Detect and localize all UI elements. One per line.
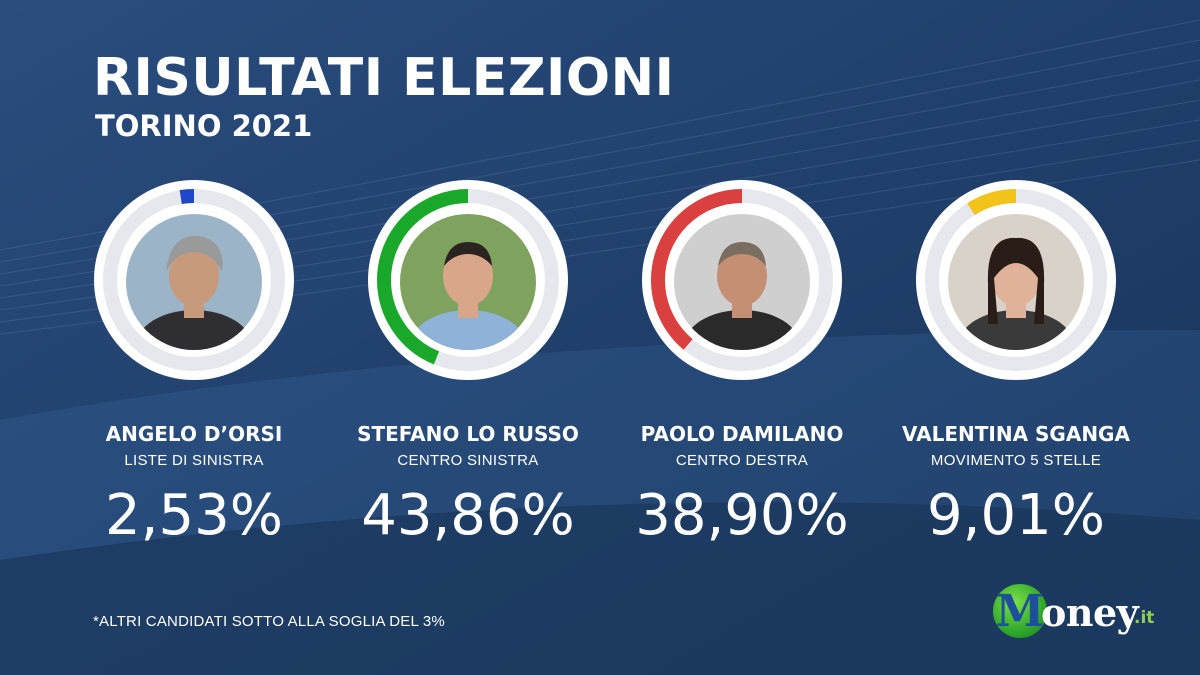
candidate-name: ANGELO D’ORSI (105, 422, 283, 446)
candidate-photo (400, 214, 536, 350)
candidate-party: CENTRO DESTRA (675, 452, 809, 469)
logo-initial: M (995, 586, 1045, 637)
candidate-party: LISTE DI SINISTRA (124, 452, 264, 469)
vote-share-arc (925, 189, 1107, 371)
vote-share-arc (651, 189, 833, 371)
candidate-percentage: 9,01% (927, 483, 1105, 548)
vote-share-arc (103, 189, 285, 371)
candidate-avatar (674, 214, 810, 350)
logo-tld: .it (1134, 608, 1155, 628)
candidate-percentage: 2,53% (105, 483, 283, 548)
candidate-percentage: 43,86% (361, 483, 575, 548)
candidate-name: PAOLO DAMILANO (640, 422, 844, 446)
candidate-card: VALENTINA SGANGA MOVIMENTO 5 STELLE 9,01% (891, 180, 1141, 550)
page-subtitle: TORINO 2021 (95, 109, 313, 143)
money-logo: M oney .it (993, 584, 1168, 642)
candidate-name: STEFANO LO RUSSO (357, 422, 579, 446)
candidate-photo (948, 214, 1084, 350)
candidate-avatar (400, 214, 536, 350)
footnote: *ALTRI CANDIDATI SOTTO ALLA SOGLIA DEL 3… (93, 613, 445, 630)
logo-badge: M (993, 584, 1047, 638)
candidate-photo (674, 214, 810, 350)
candidate-name: VALENTINA SGANGA (902, 422, 1130, 446)
candidate-card: STEFANO LO RUSSO CENTRO SINISTRA 43,86% (343, 180, 593, 550)
logo-word: oney (1041, 590, 1139, 635)
candidate-photo (126, 214, 262, 350)
candidate-party: CENTRO SINISTRA (397, 452, 539, 469)
candidate-percentage: 38,90% (635, 483, 849, 548)
candidate-party: MOVIMENTO 5 STELLE (930, 452, 1102, 469)
candidate-avatar (948, 214, 1084, 350)
vote-share-arc (377, 189, 559, 371)
candidate-avatar (126, 214, 262, 350)
candidate-card: ANGELO D’ORSI LISTE DI SINISTRA 2,53% (69, 180, 319, 550)
candidate-card: PAOLO DAMILANO CENTRO DESTRA 38,90% (617, 180, 867, 550)
page-title: RISULTATI ELEZIONI (93, 48, 675, 108)
